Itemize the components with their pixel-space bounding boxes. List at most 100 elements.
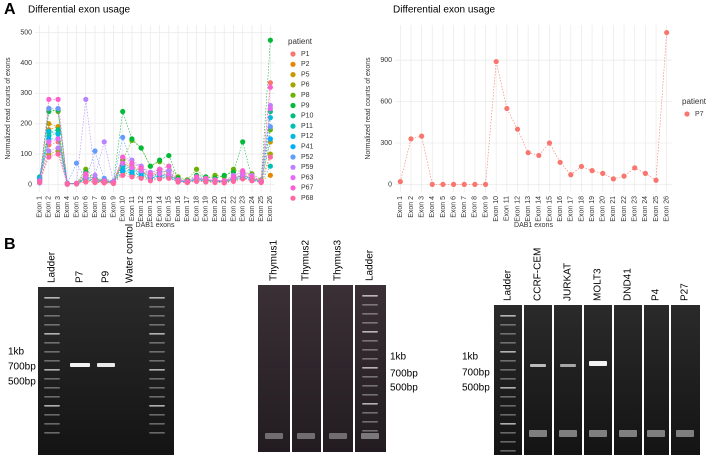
gel-band (362, 322, 378, 324)
gel-image (292, 285, 321, 452)
data-point (504, 105, 510, 112)
gel-band (362, 358, 378, 360)
gel-band (149, 342, 165, 344)
gel-band (500, 324, 516, 326)
data-point (203, 175, 209, 181)
gel-image (644, 305, 669, 455)
data-point (267, 163, 273, 169)
gel-band (500, 369, 516, 371)
size-marker: 1kb (390, 352, 407, 363)
x-tick-label: Exon 20 (212, 196, 219, 222)
data-point (73, 181, 80, 187)
data-point (129, 160, 135, 166)
data-point (267, 105, 273, 112)
data-point (129, 165, 135, 171)
data-point (600, 170, 606, 176)
x-tick-label: Exon 25 (258, 196, 265, 222)
gel-band (362, 421, 378, 423)
data-point (525, 150, 531, 156)
x-tick-label: Exon 16 (175, 196, 182, 222)
gel-band (44, 405, 60, 407)
series-line (39, 87, 271, 184)
gel-band (149, 387, 165, 389)
legend-swatch (290, 175, 296, 181)
gel-image (258, 285, 290, 452)
size-marker: 700bp (462, 368, 490, 379)
lane-label: Ladder (365, 249, 376, 281)
legend-label: P41 (301, 144, 314, 151)
legend-swatch (290, 164, 296, 170)
data-point (193, 166, 200, 172)
data-point (193, 174, 200, 180)
data-point (73, 160, 80, 166)
x-tick-label: Exon 11 (129, 196, 136, 221)
gel-band (44, 306, 60, 308)
legend-label: P1 (301, 51, 310, 58)
gel-band (44, 324, 60, 326)
legend-label: P67 (301, 185, 314, 192)
gel-band (500, 450, 516, 452)
gel-band (149, 369, 165, 371)
data-point (110, 180, 117, 187)
data-point (493, 58, 499, 65)
data-point (419, 133, 425, 139)
data-point (120, 134, 126, 140)
data-point (46, 154, 52, 160)
series-line (400, 32, 667, 185)
data-point (138, 165, 144, 171)
y-tick-label: 400 (20, 60, 32, 67)
gel-band (559, 430, 577, 437)
data-point (157, 166, 163, 172)
gel-band (500, 441, 516, 443)
gel-band (500, 333, 516, 335)
data-point (230, 174, 237, 180)
data-point (193, 178, 200, 184)
gel-band (149, 297, 165, 299)
data-point (610, 176, 617, 182)
data-point (92, 148, 98, 154)
gel-band (500, 378, 516, 380)
gel-image (671, 305, 700, 455)
gel-band (149, 432, 165, 434)
gel-band (500, 423, 516, 425)
gel-band (149, 423, 165, 425)
gel-band (149, 396, 165, 398)
gel-band (44, 423, 60, 425)
data-point (267, 124, 273, 130)
gel-band (97, 363, 115, 367)
data-point (203, 179, 209, 185)
gel-band (44, 378, 60, 380)
gel-band (362, 304, 378, 306)
data-point (184, 179, 190, 186)
x-tick-label: Exon 1 (36, 196, 43, 218)
x-tick-label: Exon 17 (568, 196, 575, 222)
data-point (249, 178, 255, 184)
data-point (46, 96, 52, 102)
legend-label: P6 (301, 82, 310, 89)
x-tick-label: Exon 21 (610, 196, 617, 222)
data-point (129, 174, 135, 180)
y-axis-title: Normalized read counts of exons (5, 57, 12, 160)
legend-swatch (290, 185, 296, 191)
y-tick-label: 0 (28, 181, 32, 188)
data-point (46, 148, 52, 154)
data-point (664, 29, 670, 36)
series-line (39, 108, 271, 185)
gel-band (500, 315, 516, 317)
gel-band (500, 342, 516, 344)
x-tick-label: Exon 8 (101, 196, 108, 218)
x-tick-label: Exon 26 (267, 196, 274, 222)
gel-band (362, 331, 378, 333)
data-point (240, 172, 246, 178)
x-tick-label: Exon 16 (557, 196, 564, 222)
gel-band (589, 361, 607, 366)
gel-band (529, 430, 547, 437)
data-point (267, 136, 273, 142)
data-point (101, 180, 107, 186)
x-tick-label: Exon 3 (55, 196, 62, 218)
size-marker: 500bp (462, 383, 490, 394)
x-axis-title: DAB1 exons (514, 222, 553, 229)
x-tick-label: Exon 4 (429, 196, 436, 218)
data-point (221, 180, 227, 186)
